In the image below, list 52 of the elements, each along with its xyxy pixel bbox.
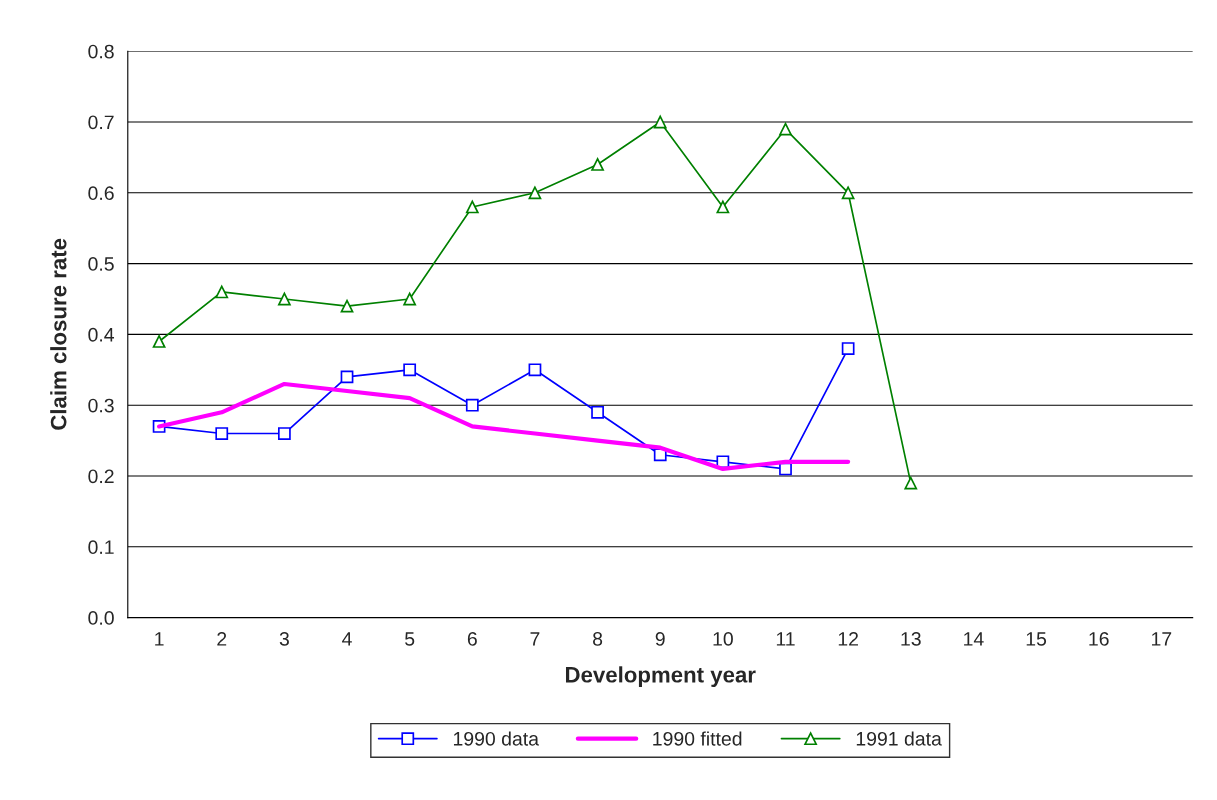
point <box>215 427 229 440</box>
legend-label: 1990 data <box>453 731 539 746</box>
x-tick-label: 11 <box>776 632 795 646</box>
y-tick-label: 0.7 <box>88 115 114 130</box>
x-tick-label: 13 <box>901 632 921 646</box>
y-tick-label: 0.1 <box>88 540 114 555</box>
point <box>403 292 417 306</box>
x-tick-label: 1 <box>155 632 164 646</box>
point <box>591 158 604 171</box>
x-axis-title: Development year <box>566 666 756 687</box>
y-tick-label: 0.8 <box>88 44 114 59</box>
point <box>841 186 855 200</box>
x-tick-label: 2 <box>217 632 227 646</box>
y-tick-label: 0.2 <box>88 469 114 484</box>
point <box>465 200 479 214</box>
x-tick-label: 15 <box>1026 632 1047 646</box>
point <box>277 292 291 306</box>
point <box>528 186 542 200</box>
y-axis-title: Claim closure rate <box>50 238 67 430</box>
y-tick-label: 0.0 <box>88 611 114 625</box>
x-tick-label: 16 <box>1089 632 1109 646</box>
point <box>215 285 229 299</box>
x-tick-label: 5 <box>405 632 415 646</box>
y-tick-label: 0.6 <box>88 186 114 201</box>
point <box>779 122 792 136</box>
x-tick-label: 3 <box>279 632 289 646</box>
legend-label: 1990 fitted <box>653 731 742 746</box>
point <box>152 335 166 348</box>
legend-label: 1991 data <box>856 731 942 746</box>
x-tick-label: 10 <box>713 632 733 646</box>
point <box>653 115 667 129</box>
y-tick-label: 0.3 <box>88 398 114 413</box>
point <box>340 299 354 313</box>
point <box>716 200 730 214</box>
y-tick-label: 0.4 <box>88 327 115 342</box>
point <box>465 398 479 412</box>
point <box>403 363 417 377</box>
x-tick-label: 14 <box>964 632 984 646</box>
point <box>841 342 855 355</box>
y-tick-label: 0.5 <box>88 257 114 271</box>
point <box>904 476 918 490</box>
x-tick-label: 6 <box>467 632 477 646</box>
x-tick-label: 7 <box>530 632 540 646</box>
x-tick-label: 4 <box>342 632 352 646</box>
x-tick-label: 9 <box>655 632 665 646</box>
point <box>591 405 604 419</box>
point <box>277 427 291 440</box>
x-tick-label: 8 <box>593 632 603 646</box>
point <box>340 370 354 384</box>
point <box>528 363 542 377</box>
x-tick-label: 17 <box>1152 632 1172 646</box>
x-tick-label: 12 <box>838 632 858 646</box>
